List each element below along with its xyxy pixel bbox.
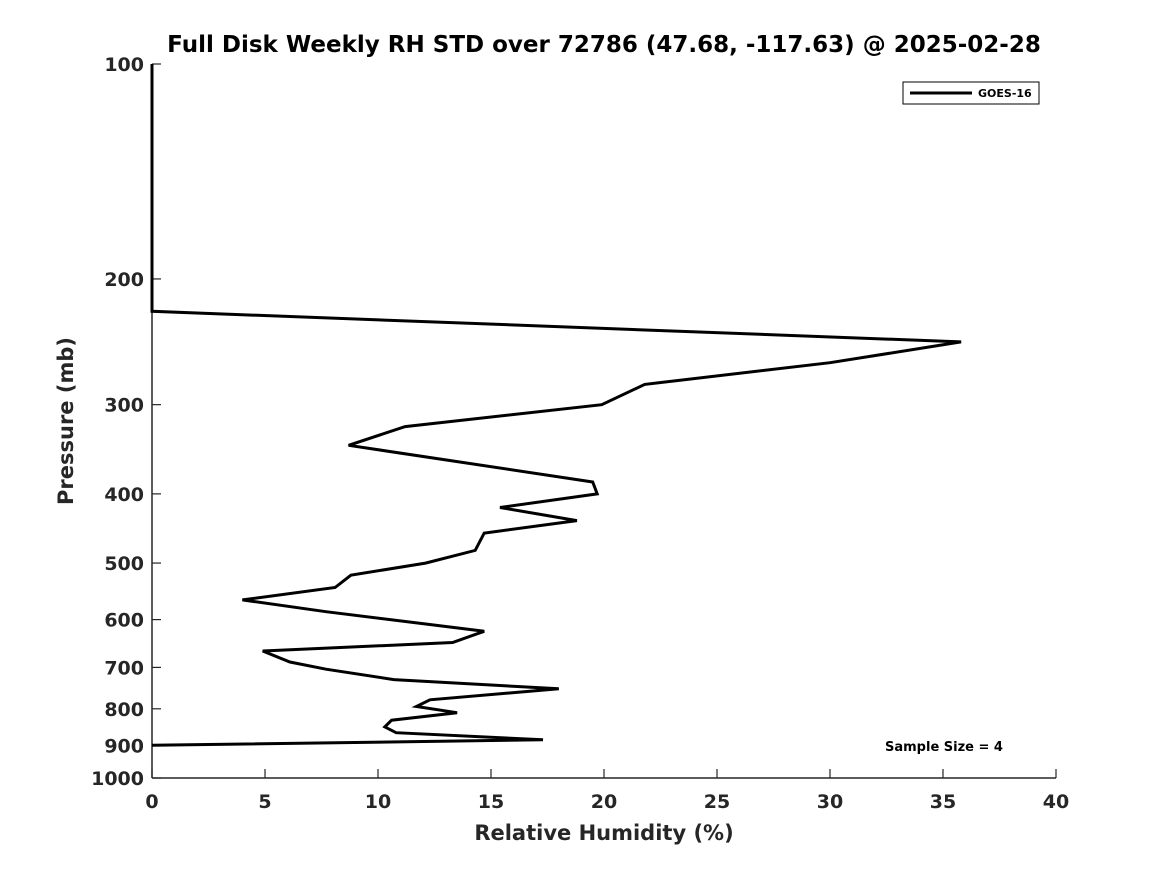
sample-size-annotation: Sample Size = 4 xyxy=(885,740,1003,755)
x-tick-label: 20 xyxy=(591,791,617,813)
legend: GOES-16 xyxy=(902,81,1040,105)
legend-label-goes-16: GOES-16 xyxy=(978,87,1032,100)
x-tick-label: 15 xyxy=(478,791,504,813)
x-tick-label: 25 xyxy=(704,791,730,813)
y-tick-label: 900 xyxy=(104,735,144,757)
y-tick-label: 100 xyxy=(104,54,144,76)
chart-title: Full Disk Weekly RH STD over 72786 (47.6… xyxy=(167,32,1041,58)
y-axis-label: Pressure (mb) xyxy=(54,337,78,505)
x-tick-label: 35 xyxy=(930,791,956,813)
y-tick-label: 800 xyxy=(104,699,144,721)
x-tick-label: 5 xyxy=(258,791,271,813)
y-tick-label: 200 xyxy=(104,269,144,291)
series-line-goes-16 xyxy=(150,64,962,747)
x-axis-label: Relative Humidity (%) xyxy=(474,821,733,845)
y-tick-label: 400 xyxy=(104,484,144,506)
x-tick-label: 10 xyxy=(365,791,391,813)
x-tick-label: 30 xyxy=(817,791,843,813)
y-tick-label: 1000 xyxy=(91,768,144,790)
y-tick-label: 600 xyxy=(104,610,144,632)
x-tick-label: 40 xyxy=(1043,791,1069,813)
y-tick-label: 500 xyxy=(104,553,144,575)
y-tick-label: 300 xyxy=(104,395,144,417)
x-tick-label: 0 xyxy=(145,791,158,813)
y-tick-label: 700 xyxy=(104,657,144,679)
